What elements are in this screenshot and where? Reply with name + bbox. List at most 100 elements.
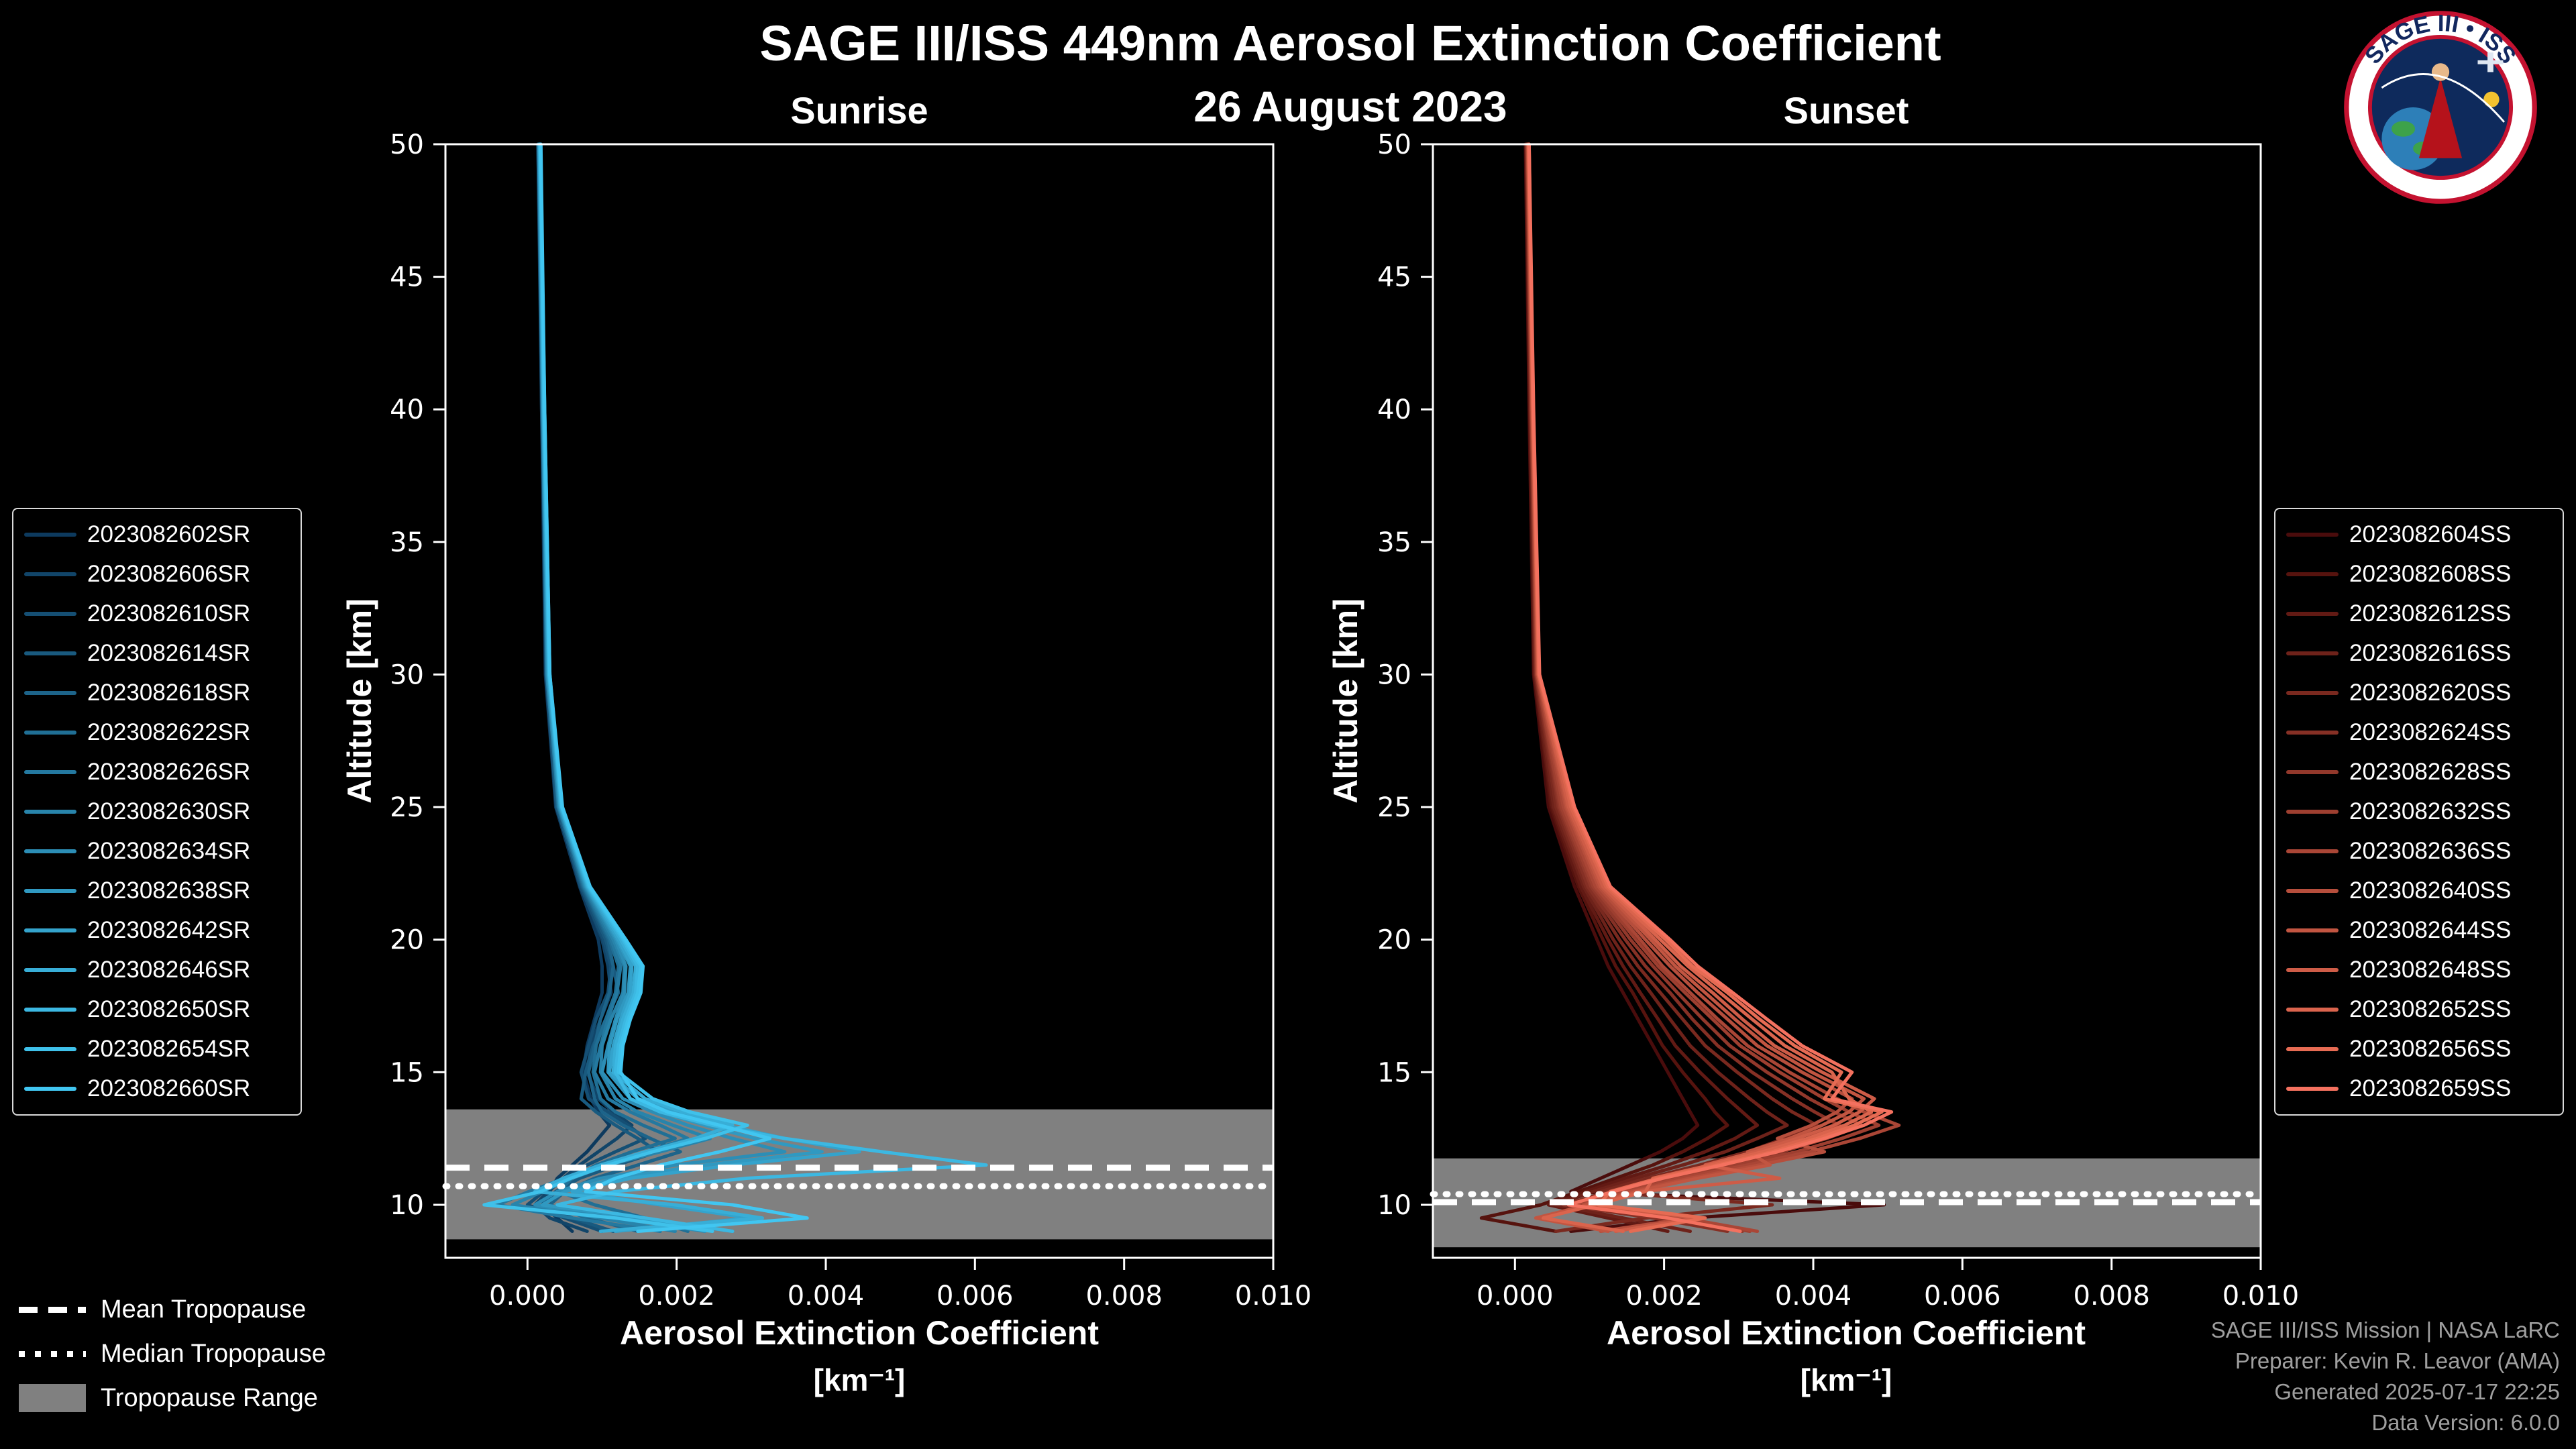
- legend-line-sample: [2286, 572, 2339, 576]
- legend-item: 2023082660SR: [24, 1077, 290, 1101]
- x-tick-label: 0.002: [638, 1281, 715, 1311]
- sunrise-legend: 2023082602SR 2023082606SR 2023082610SR 2023…: [12, 508, 302, 1116]
- legend-line-sample: [24, 533, 76, 537]
- profile-line-2023082620SS: [1525, 142, 1819, 1233]
- legend-line-sample: [24, 770, 76, 774]
- profile-line-2023082656SS: [1527, 142, 1884, 1233]
- x-tick-label: 0.000: [489, 1281, 566, 1311]
- sunrise-x-axis-units: [km⁻¹]: [813, 1362, 906, 1397]
- x-tick-label: 0.004: [788, 1281, 865, 1311]
- legend-item: 2023082652SS: [2286, 998, 2552, 1022]
- legend-item: 2023082622SR: [24, 720, 290, 745]
- sunset-legend: 2023082604SS 2023082608SS 2023082612SS 2023…: [2274, 508, 2564, 1116]
- legend-item: 2023082656SS: [2286, 1037, 2552, 1061]
- y-tick-label: 35: [390, 527, 424, 558]
- x-tick-label: 0.004: [1775, 1281, 1852, 1311]
- legend-label: 2023082646SR: [87, 957, 251, 983]
- tropopause-legend: Mean Tropopause Median Tropopause Tropop…: [19, 1295, 326, 1413]
- legend-line-sample: [24, 572, 76, 576]
- profile-line-2023082646SR: [533, 142, 764, 1233]
- legend-label: 2023082656SS: [2349, 1036, 2512, 1062]
- x-tick-label: 0.008: [1085, 1281, 1163, 1311]
- legend-label: 2023082644SS: [2349, 917, 2512, 943]
- median-tropopause-label: Median Tropopause: [101, 1339, 326, 1368]
- legend-item: 2023082626SR: [24, 760, 290, 784]
- sunrise-x-axis-label: Aerosol Extinction Coefficient: [620, 1314, 1099, 1352]
- gray-patch-sample: [19, 1384, 86, 1412]
- legend-line-sample: [2286, 731, 2339, 735]
- main-title: SAGE III/ISS 449nm Aerosol Extinction Co…: [759, 15, 1941, 71]
- x-tick-label: 0.006: [1924, 1281, 2001, 1311]
- legend-line-sample: [24, 968, 76, 972]
- legend-label: 2023082608SS: [2349, 561, 2512, 587]
- legend-label: 2023082610SR: [87, 600, 251, 627]
- legend-line-sample: [24, 651, 76, 655]
- legend-label: 2023082650SR: [87, 996, 251, 1022]
- legend-line-sample: [2286, 612, 2339, 616]
- sage-iii-iss-logo: SAGE III • ISS: [2344, 10, 2537, 204]
- profile-line-2023082659SS: [1527, 142, 1894, 1233]
- profile-line-2023082612SS: [1524, 142, 1760, 1233]
- legend-label: 2023082648SS: [2349, 957, 2512, 983]
- legend-line-sample: [24, 889, 76, 893]
- credit-mission: SAGE III/ISS Mission | NASA LaRC: [2210, 1318, 2560, 1342]
- plot-border: [444, 143, 1275, 1259]
- legend-label: 2023082612SS: [2349, 600, 2512, 627]
- logo-earth-land: [2392, 121, 2416, 137]
- legend-line-sample: [2286, 533, 2339, 537]
- mean-tropopause-legend-item: Mean Tropopause: [19, 1295, 326, 1324]
- legend-label: 2023082642SR: [87, 917, 251, 943]
- y-tick-label: 15: [1377, 1057, 1411, 1088]
- legend-line-sample: [24, 810, 76, 814]
- legend-item: 2023082604SS: [2286, 523, 2552, 547]
- legend-line-sample: [24, 612, 76, 616]
- legend-line-sample: [24, 849, 76, 853]
- legend-item: 2023082638SR: [24, 879, 290, 903]
- median-tropopause-legend-item: Median Tropopause: [19, 1339, 326, 1368]
- y-tick-label: 45: [1377, 262, 1411, 293]
- x-tick-label: 0.000: [1477, 1281, 1554, 1311]
- legend-line-sample: [2286, 1008, 2339, 1012]
- legend-item: 2023082642SR: [24, 918, 290, 943]
- legend-line-sample: [2286, 1087, 2339, 1091]
- legend-item: 2023082636SS: [2286, 839, 2552, 863]
- logo-figure-head: [2431, 63, 2450, 81]
- tropopause-range-label: Tropopause Range: [101, 1383, 318, 1412]
- y-tick-label: 45: [390, 262, 424, 293]
- legend-label: 2023082630SR: [87, 798, 251, 824]
- profile-line-2023082644SS: [1526, 142, 1866, 1233]
- dashed-line-sample: [19, 1306, 86, 1313]
- legend-label: 2023082622SR: [87, 719, 251, 745]
- credit-generated: Generated 2025-07-17 22:25: [2274, 1379, 2560, 1404]
- legend-line-sample: [2286, 889, 2339, 893]
- legend-line-sample: [2286, 691, 2339, 695]
- dotted-line-sample: [19, 1350, 86, 1357]
- mean-tropopause-label: Mean Tropopause: [101, 1295, 307, 1324]
- tropopause-range-legend-item: Tropopause Range: [19, 1383, 326, 1413]
- legend-line-sample: [2286, 849, 2339, 853]
- y-tick-label: 10: [1377, 1190, 1411, 1221]
- y-tick-label: 10: [390, 1190, 424, 1221]
- legend-label: 2023082606SR: [87, 561, 251, 587]
- legend-line-sample: [2286, 928, 2339, 932]
- legend-line-sample: [24, 1008, 76, 1012]
- sunset-plot: 0.000 0.002 0.004 0.006 0.008 0.010 10 15 20 25 30…: [1377, 129, 2299, 1311]
- legend-item: 2023082616SS: [2286, 641, 2552, 665]
- x-tick-label: 0.008: [2073, 1281, 2150, 1311]
- sunset-y-axis-label: Altitude [km]: [1327, 598, 1364, 804]
- legend-item: 2023082650SR: [24, 998, 290, 1022]
- y-tick-label: 20: [1377, 925, 1411, 956]
- sunset-x-axis-label: Aerosol Extinction Coefficient: [1607, 1314, 2086, 1352]
- legend-line-sample: [2286, 770, 2339, 774]
- logo-sun-icon: [2483, 91, 2500, 107]
- legend-label: 2023082624SS: [2349, 719, 2512, 745]
- y-tick-label: 40: [390, 394, 424, 425]
- legend-item: 2023082640SS: [2286, 879, 2552, 903]
- x-tick-label: 0.002: [1625, 1281, 1703, 1311]
- legend-item: 2023082630SR: [24, 800, 290, 824]
- logo-orbit-line: [2381, 73, 2506, 123]
- sunrise-panel-title: Sunrise: [790, 89, 928, 131]
- legend-item: 2023082614SR: [24, 641, 290, 665]
- y-tick-label: 25: [1377, 792, 1411, 823]
- legend-item: 2023082618SR: [24, 681, 290, 705]
